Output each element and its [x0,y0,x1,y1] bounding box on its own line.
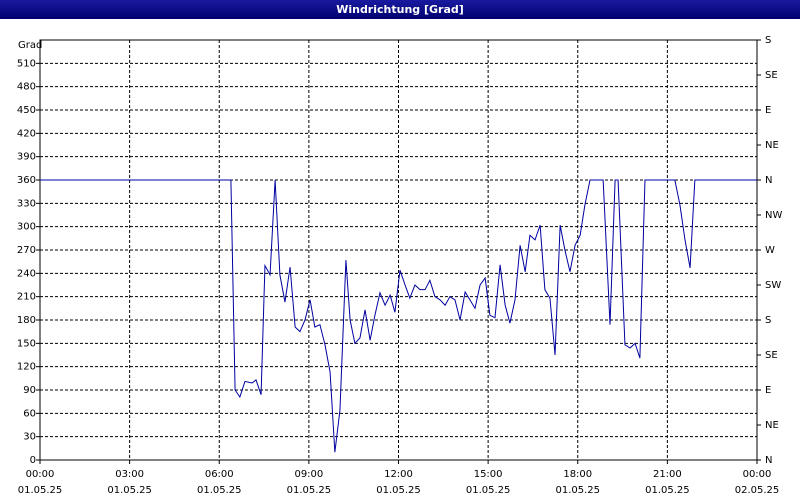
y-tick-label: 510 [17,58,36,69]
x-tick-label: 21:00 [653,469,682,480]
y2-tick-label: E [765,385,771,396]
y2-tick-label: N [765,175,772,186]
x-tick-label: 00:00 [26,469,55,480]
y-tick-label: 390 [17,152,36,163]
y-tick-label: 0 [30,455,36,466]
x-tick-date: 01.05.25 [555,485,600,496]
y-tick-label: 210 [17,292,36,303]
y2-tick-label: S [765,35,771,46]
y-tick-label: 270 [17,245,36,256]
x-tick-date: 01.05.25 [376,485,421,496]
y-tick-label: 150 [17,338,36,349]
x-tick-label: 09:00 [294,469,323,480]
y-tick-label: 330 [17,198,36,209]
y2-tick-label: SW [765,280,781,291]
y-tick-label: 90 [23,385,36,396]
y-tick-label: 360 [17,175,36,186]
x-tick-label: 18:00 [563,469,592,480]
y2-tick-label: W [765,245,775,256]
y-tick-label: 480 [17,82,36,93]
x-tick-date: 01.05.25 [466,485,511,496]
x-tick-date: 01.05.25 [197,485,242,496]
y2-tick-label: SE [765,350,778,361]
y-axis-label: Grad [18,40,42,51]
y-tick-label: 120 [17,362,36,373]
y2-tick-label: N [765,455,772,466]
x-tick-date: 01.05.25 [645,485,690,496]
x-tick-label: 15:00 [474,469,503,480]
y-tick-label: 240 [17,268,36,279]
x-tick-label: 06:00 [205,469,234,480]
x-tick-label: 03:00 [115,469,144,480]
x-tick-date: 01.05.25 [107,485,152,496]
y-tick-label: 420 [17,128,36,139]
y2-tick-label: NE [765,420,779,431]
chart-title: Windrichtung [Grad] [336,3,464,16]
x-tick-label: 00:00 [743,469,772,480]
x-tick-label: 12:00 [384,469,413,480]
x-tick-date: 01.05.25 [287,485,332,496]
data-line [40,179,757,453]
x-tick-date: 01.05.25 [18,485,63,496]
y-tick-label: 60 [23,408,36,419]
y2-tick-label: E [765,105,771,116]
y-tick-label: 30 [23,432,36,443]
y2-tick-label: NW [765,210,782,221]
y-tick-label: 450 [17,105,36,116]
x-tick-date: 02.05.25 [735,485,780,496]
y-tick-label: 180 [17,315,36,326]
y-tick-label: 300 [17,222,36,233]
y2-tick-label: SE [765,70,778,81]
y2-tick-label: S [765,315,771,326]
title-bar [0,0,800,19]
y2-tick-label: NE [765,140,779,151]
